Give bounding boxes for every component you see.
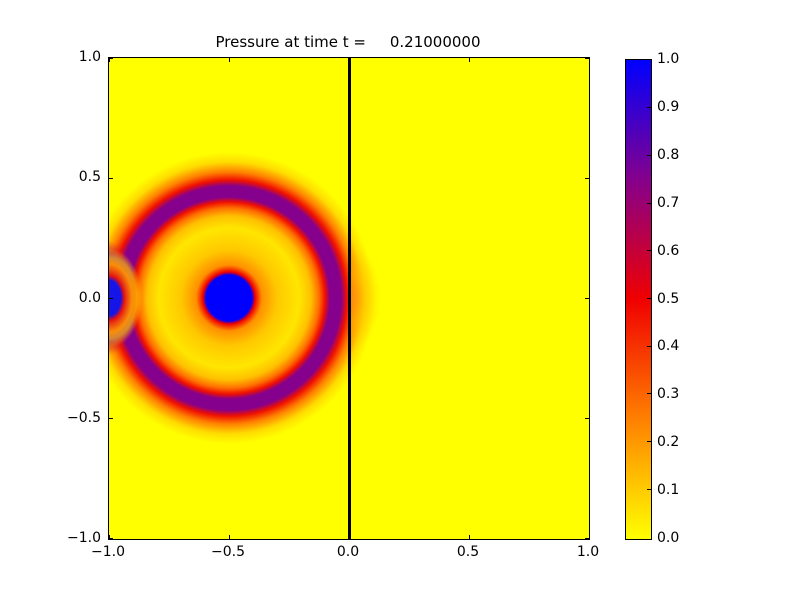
- colorbar-tick-label: 0.4: [657, 338, 680, 355]
- transmitted-glow-layer: [351, 58, 589, 539]
- y-axis-tick: [109, 297, 113, 299]
- y-axis-tick: [109, 417, 113, 419]
- y-axis-tick-label: 0.5: [78, 169, 101, 186]
- y-axis-tick-label: 0.0: [78, 289, 101, 306]
- colorbar-tick-label: 0.6: [657, 242, 680, 259]
- y-axis-tick: [585, 417, 589, 419]
- y-axis-tick: [585, 57, 589, 59]
- x-axis-tick: [228, 58, 230, 62]
- colorbar-tick-label: 1.0: [657, 51, 680, 67]
- x-axis-tick: [108, 58, 110, 62]
- colorbar-tick-label: 0.1: [657, 482, 680, 499]
- x-axis-tick: [468, 58, 470, 62]
- colorbar-tick-label: 0.2: [657, 434, 680, 451]
- colorbar-tick: [647, 202, 651, 204]
- x-axis-tick: [468, 535, 470, 539]
- y-axis-tick: [585, 177, 589, 179]
- pressure-heatmap: [108, 57, 590, 540]
- colorbar-tick: [647, 441, 651, 443]
- y-axis-tick-label: −0.5: [67, 409, 101, 426]
- colorbar-gradient: [625, 59, 652, 540]
- colorbar-tick: [647, 154, 651, 156]
- right-panel-mask: [351, 58, 589, 539]
- vertical-barrier-line: [348, 58, 351, 539]
- x-axis-tick-label: 0.0: [336, 544, 360, 560]
- x-axis-tick-label: −1.0: [91, 544, 125, 560]
- colorbar-tick: [647, 345, 651, 347]
- colorbar-tick-label: 0.0: [657, 530, 680, 546]
- x-axis-tick-label: −0.5: [211, 544, 245, 560]
- colorbar-tick: [647, 250, 651, 252]
- x-axis-tick: [348, 58, 350, 62]
- colorbar-tick: [647, 107, 651, 109]
- x-axis-tick-label: 0.5: [456, 544, 480, 560]
- y-axis-tick: [585, 297, 589, 299]
- plot-title: Pressure at time t = 0.21000000: [215, 33, 481, 51]
- y-axis-tick: [109, 537, 113, 539]
- x-axis-tick: [588, 58, 590, 62]
- x-axis-tick: [108, 535, 110, 539]
- y-axis-tick: [109, 177, 113, 179]
- x-axis-tick: [228, 535, 230, 539]
- colorbar-tick: [647, 298, 651, 299]
- y-axis-tick: [109, 57, 113, 59]
- x-axis-tick-label: 1.0: [576, 544, 600, 560]
- colorbar-tick-label: 0.5: [657, 290, 680, 307]
- colorbar-tick-label: 0.3: [657, 386, 680, 403]
- y-axis-tick-label: 1.0: [78, 49, 101, 65]
- x-axis-tick: [348, 535, 350, 539]
- colorbar-tick-label: 0.9: [657, 98, 680, 115]
- colorbar-tick-label: 0.7: [657, 194, 680, 211]
- x-axis-tick: [588, 535, 590, 539]
- colorbar-tick: [647, 393, 651, 395]
- colorbar-tick-label: 0.8: [657, 146, 680, 163]
- colorbar-tick: [647, 488, 651, 490]
- y-axis-tick: [585, 537, 589, 539]
- y-axis-tick-label: −1.0: [67, 530, 101, 546]
